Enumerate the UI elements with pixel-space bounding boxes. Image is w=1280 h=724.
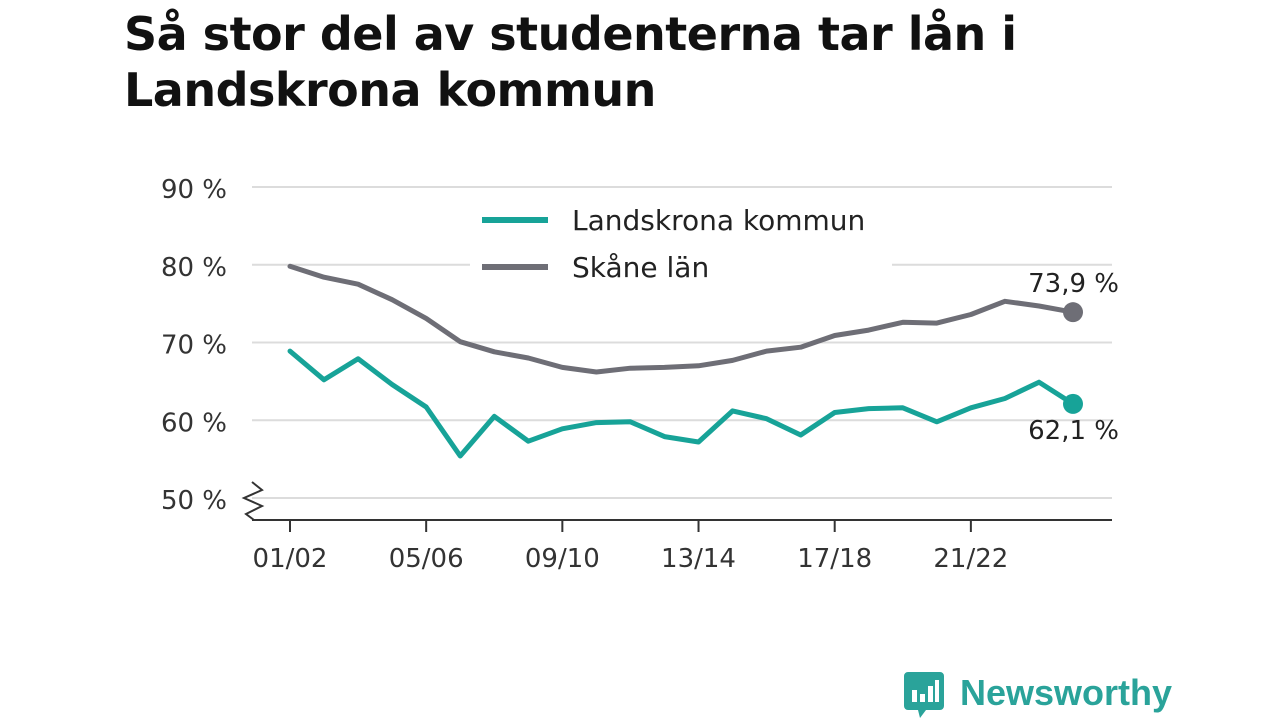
- y-axis-tick-labels: 50 % 60 % 70 % 80 % 90 %: [161, 175, 227, 516]
- line-chart: 50 % 60 % 70 % 80 % 90 % 01/02 05/06 09/10 13/1…: [161, 175, 1119, 574]
- y-tick-label: 50 %: [161, 486, 227, 516]
- end-point-marker: [1063, 393, 1083, 414]
- legend: Landskrona kommun Skåne län: [470, 196, 892, 294]
- y-tick-label: 80 %: [161, 253, 227, 283]
- y-tick-label: 60 %: [161, 408, 227, 438]
- x-tick-label: 17/18: [797, 544, 872, 574]
- series-lines: 62,1 % 73,9 %: [287, 263, 1119, 459]
- legend-label: Skåne län: [572, 251, 709, 284]
- y-tick-label: 90 %: [161, 175, 227, 205]
- y-tick-label: 70 %: [161, 331, 227, 361]
- end-value-label: 73,9 %: [1028, 269, 1119, 299]
- axis-break-icon: [241, 481, 265, 521]
- newsworthy-logo-icon: [904, 672, 944, 718]
- x-tick-label: 09/10: [525, 544, 600, 574]
- end-value-label: 62,1 %: [1028, 416, 1119, 446]
- x-tick-label: 21/22: [933, 544, 1008, 574]
- series-line-landskrona: [287, 348, 1076, 459]
- x-axis-tick-labels: 01/02 05/06 09/10 13/14 17/18 21/22: [253, 520, 1008, 574]
- series-line-skane: [287, 263, 1076, 375]
- brand-name: Newsworthy: [960, 672, 1173, 713]
- gridlines: [252, 186, 1112, 499]
- x-tick-label: 13/14: [661, 544, 736, 574]
- end-point-marker: [1063, 302, 1083, 323]
- brand-logo: Newsworthy: [902, 668, 1172, 720]
- x-axis: [241, 481, 1112, 521]
- legend-label: Landskrona kommun: [572, 204, 865, 237]
- chart-title: Så stor del av studenterna tar lån i Lan…: [124, 7, 1017, 117]
- x-tick-label: 01/02: [253, 544, 328, 574]
- legend-background: [470, 196, 892, 294]
- x-tick-label: 05/06: [389, 544, 464, 574]
